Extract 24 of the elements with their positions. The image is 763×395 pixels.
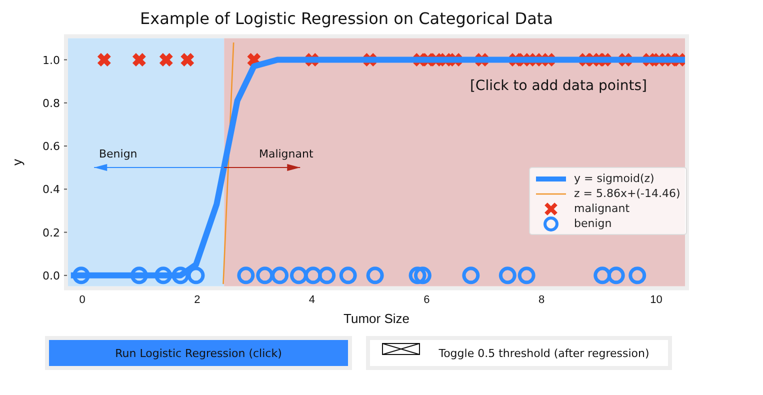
x-tick-label: 4 [308, 294, 315, 306]
legend-label: malignant [574, 202, 630, 216]
y-axis-title: y [9, 158, 24, 166]
text: Run Logistic Regression (click) [45, 336, 352, 370]
legend-label: y = sigmoid(z) [574, 172, 654, 186]
y-tick-label: 0.6 [42, 140, 60, 154]
x-tick-label: 0 [79, 294, 86, 306]
text: Toggle 0.5 threshold (after regression) [438, 346, 650, 360]
annotation: [Click to add data points] [470, 78, 647, 94]
y-tick-label: 0.0 [42, 269, 60, 282]
y-tick-label: 0.4 [42, 183, 60, 196]
legend-label: benign [574, 217, 612, 230]
y-tick-label: 0.8 [42, 96, 60, 110]
x-tick-label: 6 [424, 294, 430, 306]
x-tick-label: 8 [538, 294, 545, 306]
annotation: Malignant [258, 147, 314, 160]
y-tick-label: 1.0 [42, 54, 60, 67]
chart-title: Example of Logistic Regression on Categorical Data [140, 8, 553, 28]
x-tick-label: 2 [194, 294, 200, 306]
x-axis-title: Tumor Size [344, 310, 410, 326]
legend-label: z = 5.86x+(-14.46) [574, 187, 680, 200]
y-tick-label: 0.2 [42, 226, 60, 240]
annotation: Benign [98, 147, 138, 160]
x-tick-label: 10 [650, 294, 662, 306]
